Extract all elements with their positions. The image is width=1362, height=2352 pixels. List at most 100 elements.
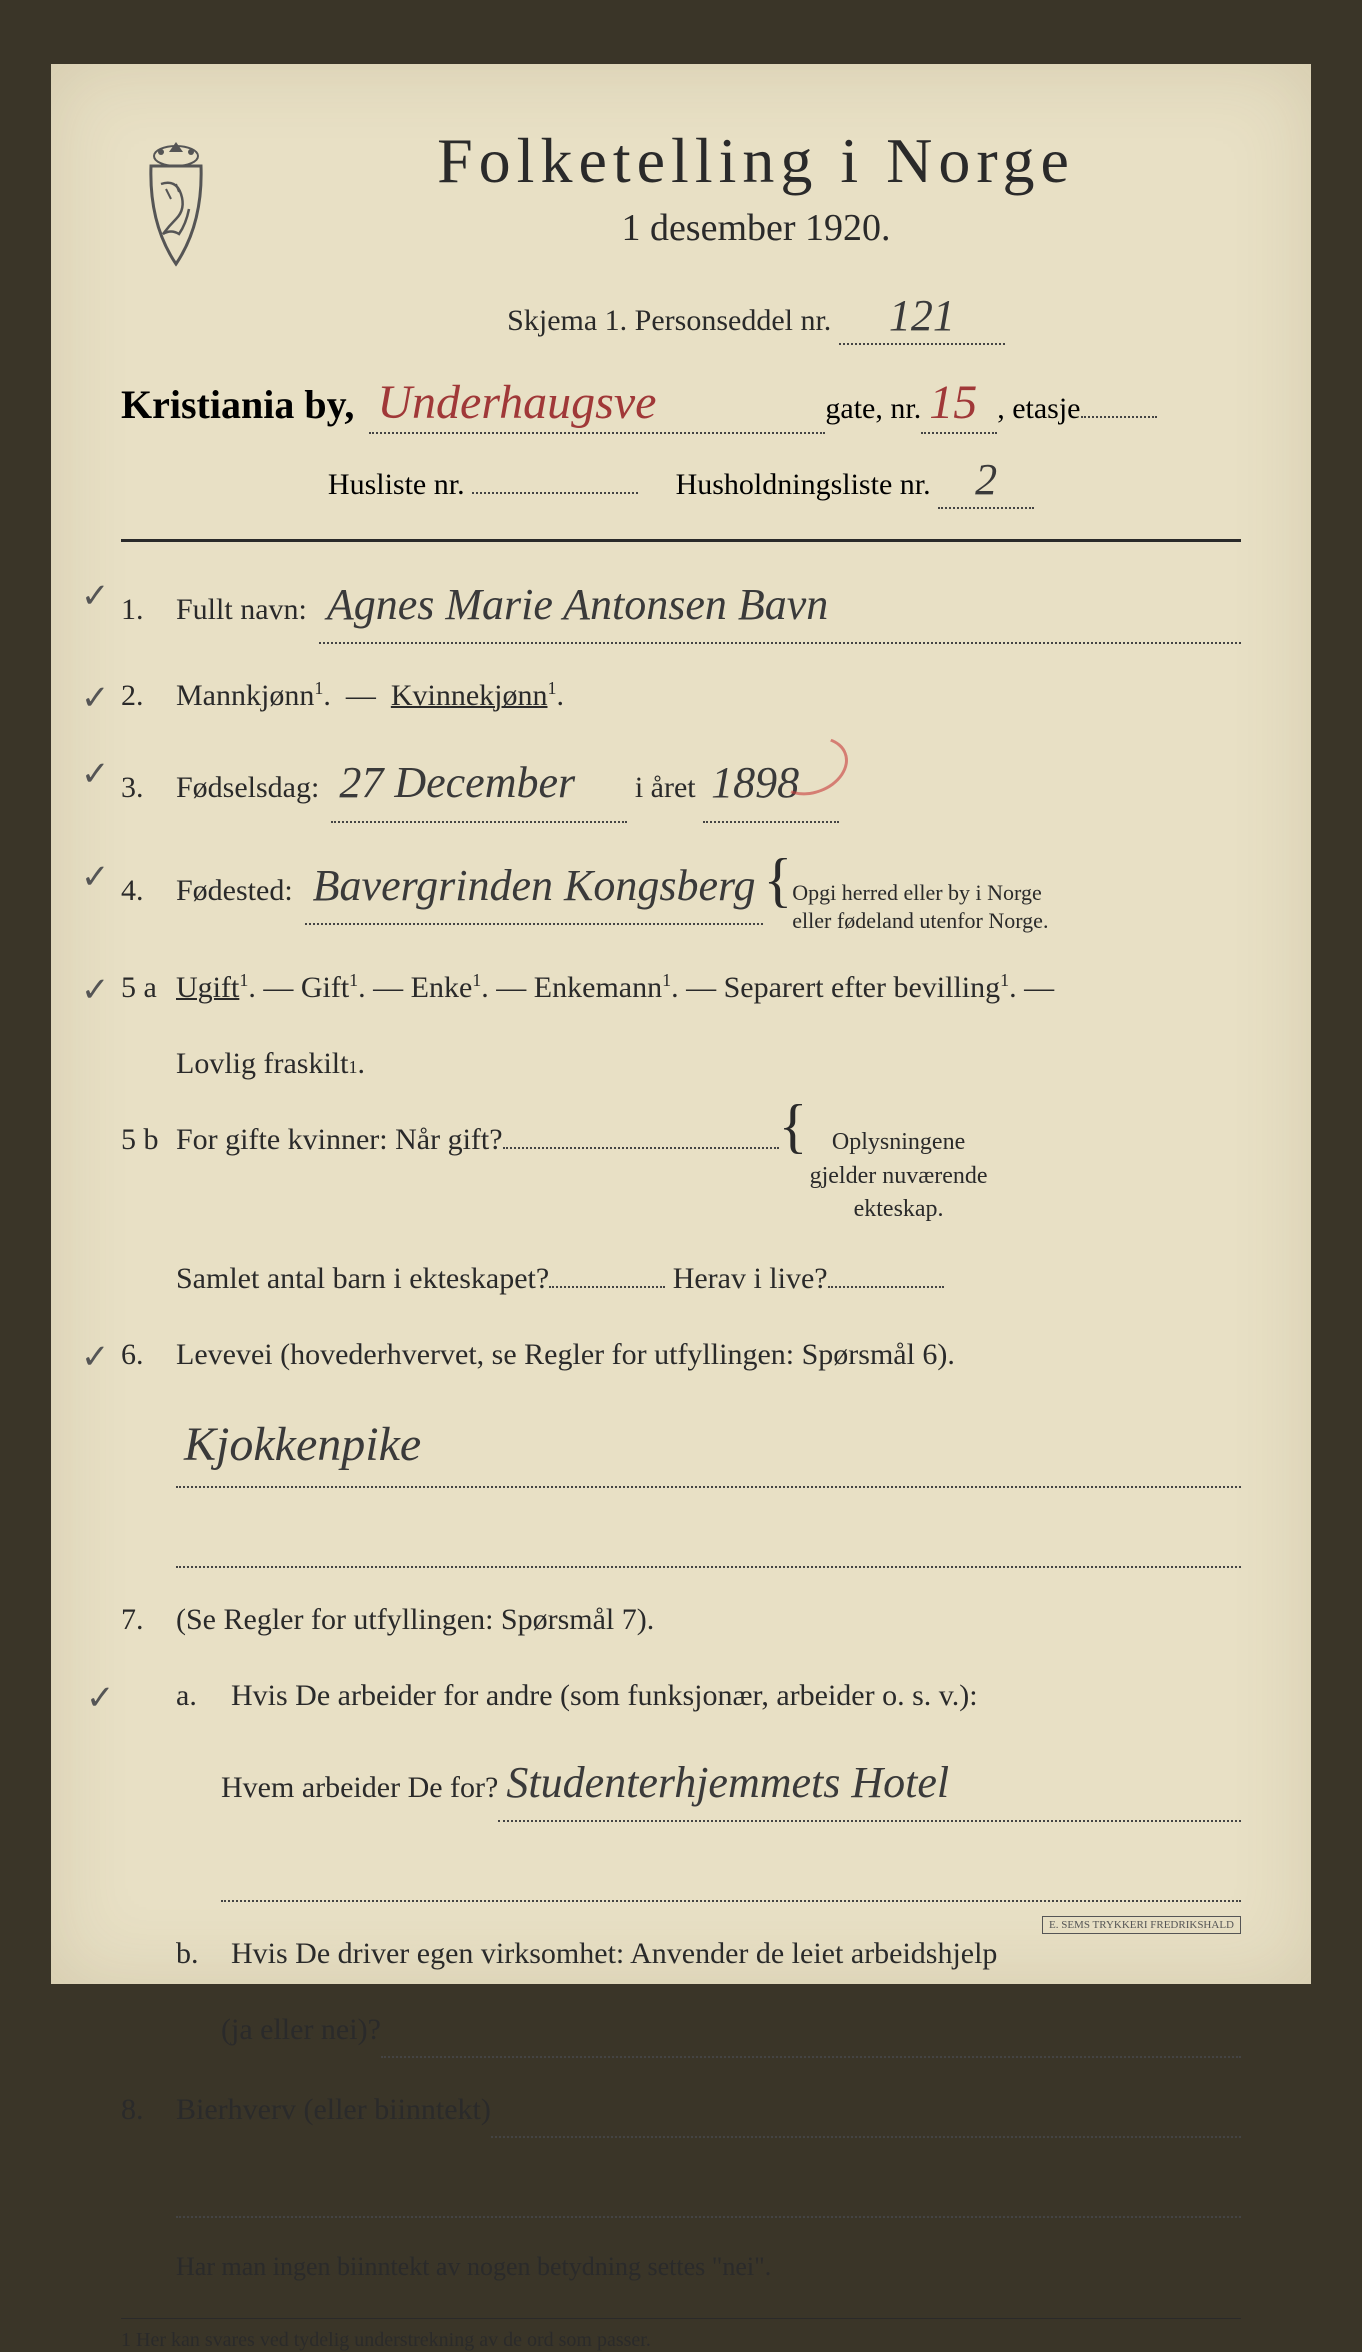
birth-day-value: 27 December: [331, 748, 627, 822]
field-label: Fødselsdag:: [176, 764, 319, 812]
skjema-line: Skjema 1. Personseddel nr. 121: [271, 290, 1241, 345]
field-num: 1.: [121, 586, 176, 634]
checkmark-icon: ✓: [81, 964, 110, 1018]
label-nargift: For gifte kvinner: Når gift?: [176, 1116, 503, 1164]
field-7a-blank: [221, 1850, 1241, 1902]
husholdning-value: 2: [938, 454, 1034, 509]
checkmark-icon: ✓: [81, 748, 110, 802]
field-7b: b. Hvis De driver egen virksomhet: Anven…: [176, 1930, 1241, 1978]
opt-ugift: Ugift: [176, 971, 239, 1004]
name-value: Agnes Marie Antonsen Bavn: [319, 570, 1241, 644]
f7a-label2: Hvem arbeider De for?: [221, 1764, 498, 1812]
opt-mann: Mannkjønn: [176, 679, 314, 712]
field-7a-line2: Hvem arbeider De for? Studenterhjemmets …: [221, 1748, 1241, 1822]
field-3-birthdate: ✓ 3. Fødselsdag: 27 December i året 1898: [121, 748, 1241, 822]
occupation-value: Kjokkenpike: [176, 1407, 1241, 1488]
opt-gift: Gift: [301, 971, 349, 1004]
field-8-bierhverv: 8. Bierhverv (eller biinntekt): [121, 2086, 1241, 2138]
blank-line: [221, 1850, 1241, 1902]
birthplace-note: Opgi herred eller by i Norge eller fødel…: [792, 879, 1048, 936]
field-num: 4.: [121, 867, 176, 915]
opt-fraskilt: Lovlig fraskilt: [176, 1040, 348, 1088]
norwegian-crest-icon: [121, 134, 231, 274]
field-6-occupation: ✓ 6. Levevei (hovederhvervet, se Regler …: [121, 1331, 1241, 1379]
note-line1: Opgi herred eller by i Norge: [792, 880, 1041, 905]
field-num: 7.: [121, 1596, 176, 1644]
field-5a-marital: ✓ 5 a Ugift1. — Gift1. — Enke1. — Enkema…: [121, 964, 1241, 1012]
census-form-document: Folketelling i Norge 1 desember 1920. Sk…: [51, 64, 1311, 1984]
checkmark-icon: ✓: [81, 851, 110, 905]
header-block: Folketelling i Norge 1 desember 1920. Sk…: [121, 124, 1241, 345]
field-label: Fullt navn:: [176, 586, 307, 634]
f7a-label1: Hvis De arbeider for andre (som funksjon…: [231, 1672, 978, 1720]
field-num: 5 b: [121, 1116, 176, 1164]
nargift-value: [503, 1145, 779, 1149]
marriage-note: { Oplysningene gjelder nuværende ekteska…: [779, 1126, 1019, 1227]
field-label: Bierhverv (eller biinntekt): [176, 2086, 491, 2134]
gender-options: Mannkjønn1. — Kvinnekjønn1.: [176, 672, 564, 720]
field-label: (Se Regler for utfyllingen: Spørsmål 7).: [176, 1596, 654, 1644]
field-5b-married: 5 b For gifte kvinner: Når gift? { Oplys…: [121, 1116, 1241, 1227]
field-1-name: ✓ 1. Fullt navn: Agnes Marie Antonsen Ba…: [121, 570, 1241, 644]
husliste-label: Husliste nr.: [328, 468, 465, 501]
field-2-gender: ✓ 2. Mannkjønn1. — Kvinnekjønn1.: [121, 672, 1241, 720]
marital-options: Ugift1. — Gift1. — Enke1. — Enkemann1. —…: [176, 964, 1054, 1012]
note-l3: ekteskap.: [854, 1196, 944, 1222]
gate-nr-value: 15: [921, 375, 997, 434]
bierhverv-value: [491, 2086, 1241, 2138]
opt-separert: Separert efter bevilling: [724, 971, 1001, 1004]
field-7b-line2: (ja eller nei)?: [221, 2006, 1241, 2058]
checkmark-icon: ✓: [81, 1331, 110, 1385]
field-5b-line2: Samlet antal barn i ekteskapet? Herav i …: [176, 1255, 1241, 1303]
field-8-blank: [176, 2166, 1241, 2218]
birthplace-value: Bavergrinden Kongsberg: [305, 851, 764, 925]
field-6-blank: [176, 1516, 1241, 1568]
city-label: Kristiania by,: [121, 381, 354, 428]
blank-line: [176, 1516, 1241, 1568]
year-label: i året: [635, 764, 696, 812]
blank-line: [176, 2166, 1241, 2218]
employer-value: Studenterhjemmets Hotel: [498, 1748, 1241, 1822]
husliste-value: [472, 490, 638, 494]
label-barn: Samlet antal barn i ekteskapet?: [176, 1255, 549, 1303]
f7b-label1: Hvis De driver egen virksomhet: Anvender…: [231, 1930, 997, 1978]
gate-label: gate, nr.: [825, 392, 921, 426]
footnote: 1 Her kan svares ved tydelig understrekn…: [121, 2329, 1241, 2352]
field-num: 2.: [121, 672, 176, 720]
field-num: 8.: [121, 2086, 176, 2134]
birth-year-value: 1898: [703, 748, 839, 822]
title-block: Folketelling i Norge 1 desember 1920. Sk…: [271, 124, 1241, 345]
checkmark-icon: ✓: [81, 570, 110, 624]
bottom-note: Har man ingen biinntekt av nogen betydni…: [176, 2246, 1241, 2288]
opt-kvinne: Kvinnekjønn: [391, 679, 548, 712]
husholdning-label: Husholdningsliste nr.: [676, 468, 931, 501]
label-ilive: Herav i live?: [673, 1255, 828, 1303]
checkmark-icon: ✓: [81, 672, 110, 726]
field-7: 7. (Se Regler for utfyllingen: Spørsmål …: [121, 1596, 1241, 1644]
field-5a-line2: Lovlig fraskilt1.: [176, 1040, 1241, 1088]
ilive-value: [828, 1284, 944, 1288]
printer-mark: E. SEMS TRYKKERI FREDRIKSHALD: [1042, 1916, 1241, 1934]
f7b-value: [381, 2006, 1241, 2058]
footnote-divider: [121, 2318, 1241, 2319]
opt-enke: Enke: [411, 971, 473, 1004]
checkmark-icon: ✓: [86, 1672, 115, 1726]
etasje-label: , etasje: [997, 392, 1080, 426]
location-row: Kristiania by, Underhaugsve gate, nr. 15…: [121, 375, 1241, 434]
etasje-value: [1081, 414, 1157, 418]
field-label: Levevei (hovederhvervet, se Regler for u…: [176, 1331, 955, 1379]
barn-value: [549, 1284, 665, 1288]
field-6-value-row: Kjokkenpike: [176, 1407, 1241, 1488]
field-num: 3.: [121, 764, 176, 812]
divider-top: [121, 539, 1241, 542]
husliste-row: Husliste nr. Husholdningsliste nr. 2: [121, 454, 1241, 509]
note-l1: Oplysningene: [832, 1129, 965, 1155]
field-label: Fødested:: [176, 867, 293, 915]
field-4-birthplace: ✓ 4. Fødested: Bavergrinden Kongsberg { …: [121, 851, 1241, 936]
personseddel-nr-value: 121: [839, 290, 1005, 345]
f7b-label2: (ja eller nei)?: [221, 2006, 381, 2054]
skjema-label: Skjema 1. Personseddel nr.: [507, 304, 831, 337]
note-line2: eller fødeland utenfor Norge.: [792, 908, 1048, 933]
main-title: Folketelling i Norge: [271, 124, 1241, 198]
note-l2: gjelder nuværende: [810, 1163, 988, 1189]
